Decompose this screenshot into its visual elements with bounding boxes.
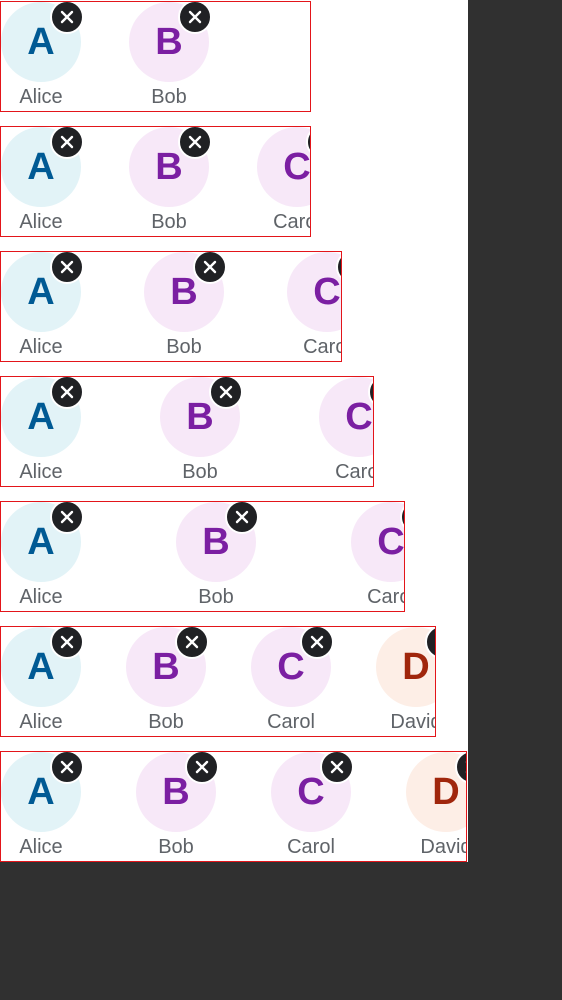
close-icon <box>60 260 74 274</box>
avatar-name: Carol <box>303 336 341 358</box>
avatar-name: Alice <box>19 836 63 858</box>
avatar-chip-carol: C Carol <box>287 252 341 361</box>
avatar-row: A Alice B Bob <box>0 1 311 112</box>
close-icon <box>60 10 74 24</box>
remove-button[interactable] <box>50 627 84 659</box>
close-icon <box>435 635 436 649</box>
avatar-name: Bob <box>198 586 234 608</box>
close-icon <box>188 135 202 149</box>
remove-button[interactable] <box>50 502 84 534</box>
close-icon <box>60 760 74 774</box>
avatar-name: Bob <box>166 336 202 358</box>
remove-button[interactable] <box>50 752 84 784</box>
avatar: A <box>1 502 81 582</box>
remove-button[interactable] <box>50 377 84 409</box>
avatar-name: Bob <box>158 836 194 858</box>
avatar-chip-bob: B Bob <box>176 502 266 611</box>
avatar-name: Carol <box>335 461 373 483</box>
close-icon <box>465 761 466 773</box>
close-icon <box>235 510 249 524</box>
avatar: D <box>406 752 466 832</box>
avatar-name: David <box>390 711 435 733</box>
avatar-chip-alice: A Alice <box>1 377 91 486</box>
preview-canvas: AAliceBBobAAliceBBobCCarolAAliceBBobCCar… <box>0 0 468 862</box>
remove-button[interactable] <box>320 752 354 784</box>
remove-button[interactable] <box>178 127 212 159</box>
remove-button[interactable] <box>178 2 212 34</box>
close-icon <box>203 260 217 274</box>
remove-button[interactable] <box>300 627 334 659</box>
avatar-chip-david: D David <box>406 752 467 861</box>
remove-button[interactable] <box>50 252 84 284</box>
avatar-chip-bob: B Bob <box>136 752 226 861</box>
remove-button[interactable] <box>209 377 243 409</box>
avatar: B <box>129 2 209 82</box>
avatar-chip-alice: A Alice <box>1 252 91 361</box>
avatar-name: Carol <box>273 211 310 233</box>
avatar-chip-alice: A Alice <box>1 2 91 111</box>
avatar: C <box>351 502 404 582</box>
avatar-chip-carol: C Carol <box>257 127 310 236</box>
avatar-chip-bob: B Bob <box>144 252 234 361</box>
close-icon <box>195 760 209 774</box>
avatar-chip-bob: B Bob <box>129 2 219 111</box>
close-icon <box>219 385 233 399</box>
avatar: B <box>136 752 216 832</box>
avatar-chip-alice: A Alice <box>1 627 91 736</box>
avatar-name: Bob <box>148 711 184 733</box>
avatar-chip-bob: B Bob <box>129 127 219 236</box>
avatar-name: David <box>420 836 467 858</box>
avatar: C <box>287 252 341 332</box>
avatar: C <box>257 127 310 207</box>
close-icon <box>60 135 74 149</box>
close-icon <box>310 635 324 649</box>
avatar-name: Alice <box>19 211 63 233</box>
avatar-chip-alice: A Alice <box>1 502 91 611</box>
avatar-name: Alice <box>19 461 63 483</box>
avatar-name: Carol <box>367 586 404 608</box>
avatar-chip-carol: C Carol <box>351 502 404 611</box>
remove-button[interactable] <box>50 127 84 159</box>
close-icon <box>60 385 74 399</box>
remove-button[interactable] <box>175 627 209 659</box>
avatar-name: Alice <box>19 586 63 608</box>
avatar-name: Bob <box>182 461 218 483</box>
avatar-name: Alice <box>19 711 63 733</box>
avatar-chip-bob: B Bob <box>126 627 216 736</box>
close-icon <box>60 635 74 649</box>
avatar-name: Bob <box>151 211 187 233</box>
close-icon <box>330 760 344 774</box>
avatar: C <box>319 377 373 457</box>
avatar-name: Alice <box>19 86 63 108</box>
remove-button[interactable] <box>185 752 219 784</box>
avatar-name: Alice <box>19 336 63 358</box>
avatar-chip-bob: B Bob <box>160 377 250 486</box>
remove-button[interactable] <box>225 502 259 534</box>
close-icon <box>185 635 199 649</box>
avatar-name: Carol <box>287 836 335 858</box>
avatar-name: Bob <box>151 86 187 108</box>
avatar-chip-alice: A Alice <box>1 752 91 861</box>
avatar-chip-alice: A Alice <box>1 127 91 236</box>
avatar-name: Carol <box>267 711 315 733</box>
close-icon <box>60 510 74 524</box>
remove-button[interactable] <box>50 2 84 34</box>
close-icon <box>188 10 202 24</box>
avatar: A <box>1 127 81 207</box>
avatar-chip-carol: C Carol <box>319 377 373 486</box>
remove-button[interactable] <box>193 252 227 284</box>
